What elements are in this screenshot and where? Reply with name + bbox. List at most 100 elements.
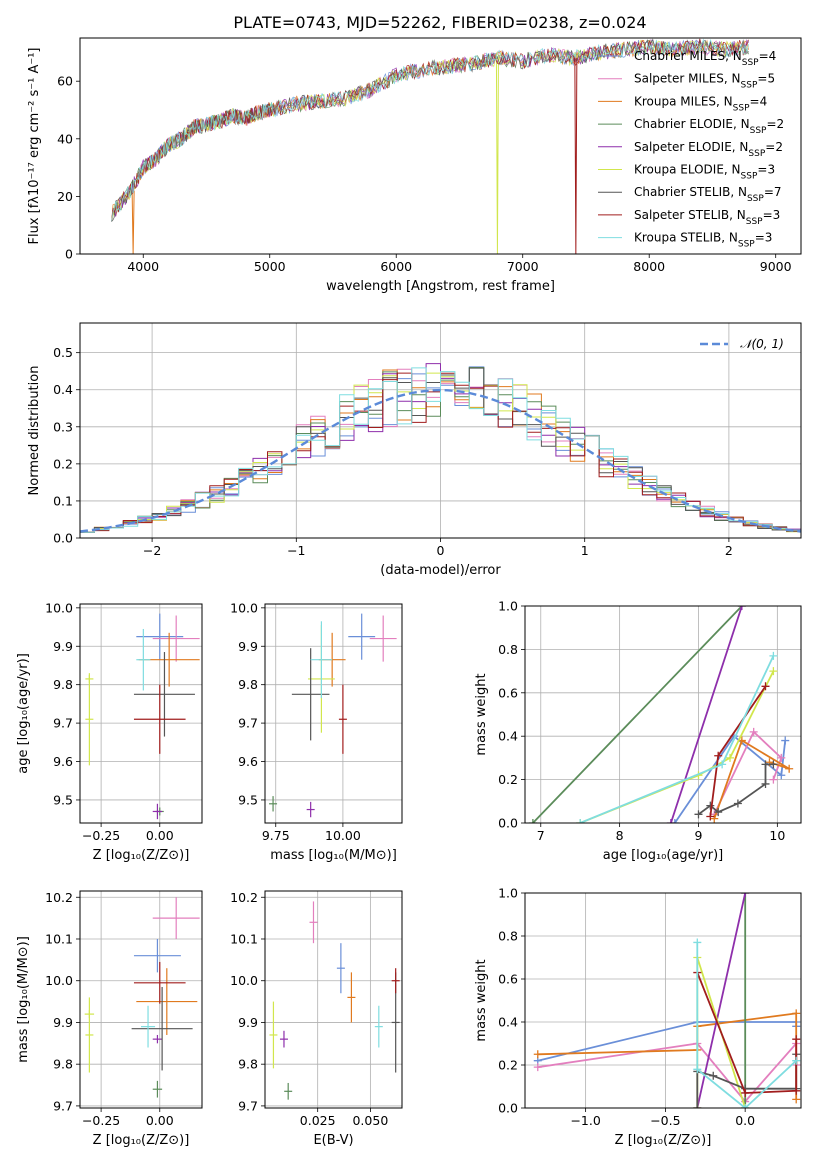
spectrum-dip-7	[574, 58, 578, 254]
weight-line-7	[696, 972, 798, 1094]
axes-frame	[79, 322, 802, 539]
weight-line-5	[579, 670, 775, 823]
legend-sub: SSP	[750, 126, 767, 136]
panel-residual_hist: −2 −1 0 1 2 0.0 0.1 0.2 0.3 0.4 0.5 (data-model)/er…	[27, 322, 802, 578]
weight-line-4	[670, 606, 743, 823]
weight-marker	[670, 819, 679, 823]
x-tick-label: 0.00	[146, 1113, 174, 1128]
legend-label-4: Salpeter ELODIE, NSSP=2	[634, 140, 783, 159]
weight-marker	[792, 1095, 801, 1104]
legend-label-7: Salpeter STELIB, NSSP=3	[634, 208, 780, 227]
weight-marker	[792, 1056, 801, 1065]
y-tick-label: 0.3	[53, 419, 73, 434]
panel-age_vs_mass: 9.75 10.00 9.5 9.6 9.7 9.8 9.9 10.0 mass [log₁₀(…	[230, 600, 403, 863]
axes-frame	[79, 603, 203, 824]
y-tick-label: 0.1	[53, 493, 73, 508]
y-tick-label: 10.2	[45, 890, 73, 905]
weight-marker	[792, 1086, 801, 1095]
weight-marker	[533, 1063, 542, 1072]
y-tick-label: 60	[57, 74, 73, 89]
x-tick-label: −1.0	[570, 1113, 600, 1128]
weight-marker	[769, 651, 778, 660]
x-tick-label: 0	[437, 543, 445, 558]
weight-marker	[749, 727, 758, 736]
weight-line-1	[713, 730, 783, 815]
weight-marker	[693, 1065, 702, 1074]
y-tick-label: 9.9	[53, 1015, 73, 1030]
y-tick-label: 20	[57, 189, 73, 204]
y-tick-label: 0.4	[53, 382, 73, 397]
y-tick-label: 1.0	[498, 599, 518, 614]
y-tick-label: 10.1	[230, 931, 258, 946]
weight-marker	[761, 760, 770, 769]
legend-label-8: Kroupa STELIB, NSSP=3	[634, 231, 772, 250]
weight-marker	[714, 751, 723, 760]
panel-mass_vs_ebv: 0.025 0.050 9.7 9.8 9.9 10.0 10.1 10.2 E(B-V)	[230, 890, 403, 1148]
x-tick-label: −2	[143, 543, 161, 558]
weight-marker	[769, 760, 778, 769]
y-tick-label: 0.5	[53, 345, 73, 360]
weight-marker	[741, 1088, 750, 1097]
weight-marker	[781, 736, 790, 745]
legend-rest: =2	[765, 140, 783, 154]
x-axis-label: (data-model)/error	[380, 563, 501, 578]
x-tick-label: 10.00	[325, 828, 361, 843]
spectrum-dip-5	[495, 58, 499, 254]
plot-area	[111, 38, 749, 254]
y-tick-label: 9.7	[53, 1098, 73, 1113]
y-axis-label: Normed distribution	[27, 366, 42, 496]
legend-rest: =3	[763, 208, 781, 222]
weight-marker	[761, 779, 770, 788]
weight-marker	[741, 893, 750, 897]
weight-marker	[706, 801, 715, 810]
y-tick-label: 0.0	[498, 816, 518, 831]
panel-weight_vs_Z: −1.0 −0.5 0.0 0.0 0.2 0.4 0.6 0.8 1.0 Z [log₁₀(Z/…	[474, 886, 802, 1148]
x-axis-label: Z [log₁₀(Z/Z⊙)]	[93, 848, 190, 863]
legend-label-2: Kroupa MILES, NSSP=4	[634, 94, 767, 113]
weight-marker	[769, 667, 778, 676]
x-tick-label: 1	[581, 543, 589, 558]
legend-rest: =5	[757, 72, 775, 86]
weight-line-4	[696, 893, 747, 1108]
y-tick-label: 0.8	[498, 642, 518, 657]
y-tick-label: 0.2	[53, 456, 73, 471]
y-tick-label: 10.0	[45, 973, 73, 988]
y-tick-label: 9.8	[53, 677, 73, 692]
y-tick-label: 0.6	[498, 685, 518, 700]
legend-sub: SSP	[747, 194, 764, 204]
weight-marker	[706, 812, 715, 821]
weight-marker	[761, 682, 770, 691]
panel-spectrum: 4000 5000 6000 7000 8000 9000 0 20 40 60 wavelengt…	[27, 37, 802, 294]
weight-marker	[528, 819, 537, 823]
y-tick-label: 9.8	[238, 677, 258, 692]
y-tick-label: 0.4	[498, 1015, 518, 1030]
weight-line-0	[537, 1021, 798, 1062]
x-tick-label: −0.5	[650, 1113, 680, 1128]
x-tick-label: 4000	[127, 259, 159, 274]
panel-age_vs_Z: −0.25 0.00 9.5 9.6 9.7 9.8 9.9 10.0 Z [log₁₀(Z/Z…	[16, 600, 203, 863]
y-tick-label: 0.2	[498, 772, 518, 787]
weight-marker	[769, 775, 778, 784]
y-tick-label: 0.0	[498, 1101, 518, 1116]
y-tick-label: 0.8	[498, 929, 518, 944]
spectrum-line-6	[111, 38, 749, 222]
x-tick-label: −1	[287, 543, 305, 558]
x-tick-label: 7	[537, 828, 545, 843]
panel-mass_vs_Z: −0.25 0.00 9.7 9.8 9.9 10.0 10.1 10.2 Z [log₁₀(Z…	[16, 890, 203, 1148]
weight-marker	[777, 771, 786, 780]
legend-rest: =3	[757, 163, 775, 177]
axes-frame	[79, 37, 802, 255]
legend-sub: SSP	[741, 172, 758, 182]
x-axis-label: wavelength [Angstrom, rest frame]	[326, 279, 555, 294]
figure-title: PLATE=0743, MJD=52262, FIBERID=0238, z=0…	[233, 13, 646, 32]
y-tick-label: 10.0	[230, 973, 258, 988]
weight-marker	[792, 1009, 801, 1018]
weight-marker	[718, 760, 727, 769]
weight-marker	[741, 1104, 750, 1108]
y-tick-label: 10.1	[45, 931, 73, 946]
y-tick-label: 9.6	[53, 754, 73, 769]
spectrum-line-7	[111, 38, 749, 222]
weight-marker	[694, 810, 703, 819]
y-tick-label: 0.6	[498, 972, 518, 987]
